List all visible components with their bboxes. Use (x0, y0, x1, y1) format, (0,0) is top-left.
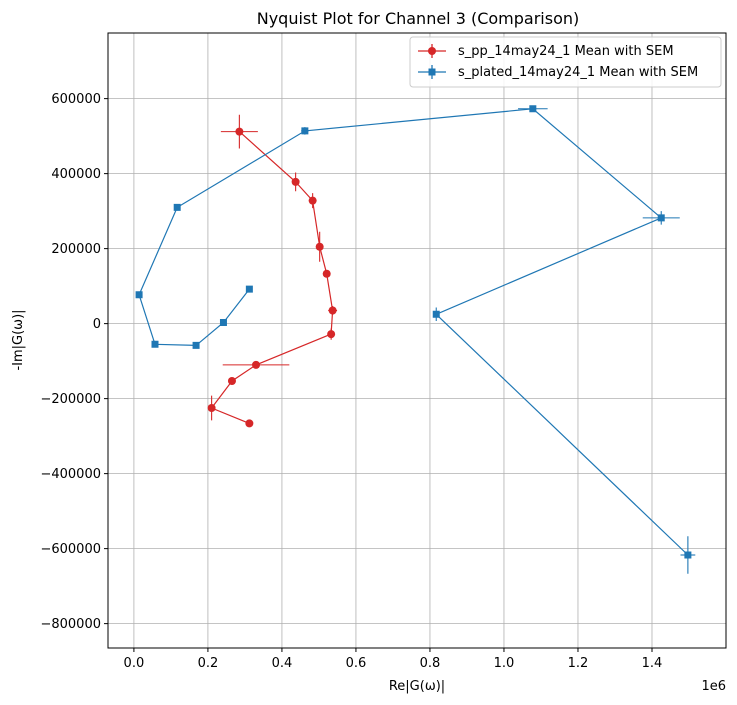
data-point (245, 285, 253, 293)
legend-marker-plated (428, 68, 436, 76)
data-point (327, 330, 336, 339)
data-point (529, 105, 537, 113)
data-point (252, 360, 261, 369)
legend-entry-plated: s_plated_14may24_1 Mean with SEM (418, 65, 698, 80)
x-tick-label: 0.8 (420, 656, 441, 671)
y-axis-label: -Im|G(ω)| (11, 309, 26, 370)
y-tick-label: −400000 (40, 467, 101, 482)
data-point (207, 404, 216, 412)
legend-entry-pp: s_pp_14may24_1 Mean with SEM (418, 44, 674, 59)
axis-ticks: 0.0 0.2 0.4 0.6 0.8 1.0 1.2 1.4 −800000 −600000 −4… (40, 92, 662, 671)
series-0 (207, 114, 338, 428)
data-point (151, 340, 159, 348)
y-tick-label: −600000 (40, 542, 101, 557)
plot-frame (107, 32, 727, 649)
legend-box (409, 36, 722, 88)
series-layer (135, 105, 696, 574)
legend: s_pp_14may24_1 Mean with SEM s_plated_14… (409, 36, 722, 88)
data-point (684, 551, 692, 559)
data-point (328, 306, 337, 315)
legend-marker-pp (428, 47, 436, 55)
y-tick-label: 0 (93, 317, 101, 332)
data-point (291, 177, 300, 186)
legend-label-plated: s_plated_14may24_1 Mean with SEM (458, 65, 698, 80)
data-point (227, 377, 236, 385)
x-offset-label: 1e6 (701, 679, 726, 694)
x-tick-label: 1.0 (494, 656, 515, 671)
data-point (173, 203, 181, 211)
y-tick-label: 200000 (51, 242, 101, 257)
data-point (315, 242, 324, 251)
x-axis-label: Re|G(ω)| (389, 679, 445, 694)
series-1 (135, 105, 696, 574)
data-point (322, 269, 331, 278)
x-tick-label: 0.4 (272, 656, 293, 671)
data-point (235, 127, 244, 136)
data-point (301, 127, 309, 135)
x-tick-label: 0.2 (198, 656, 219, 671)
y-tick-label: −800000 (40, 617, 101, 632)
data-point (245, 419, 254, 428)
data-point (657, 214, 665, 222)
data-point (219, 319, 227, 326)
data-point (135, 291, 143, 299)
data-point (308, 196, 317, 205)
chart-title: Nyquist Plot for Channel 3 (Comparison) (257, 9, 580, 28)
x-tick-label: 1.4 (642, 656, 663, 671)
grid-lines (108, 33, 726, 648)
data-point (192, 341, 200, 349)
y-tick-label: −200000 (40, 392, 101, 407)
y-tick-label: 400000 (51, 167, 101, 182)
legend-label-pp: s_pp_14may24_1 Mean with SEM (458, 44, 674, 59)
x-tick-label: 1.2 (568, 656, 589, 671)
y-tick-label: 600000 (51, 92, 101, 107)
data-point (432, 310, 440, 318)
x-tick-label: 0.0 (124, 656, 145, 671)
x-tick-label: 0.6 (346, 656, 367, 671)
